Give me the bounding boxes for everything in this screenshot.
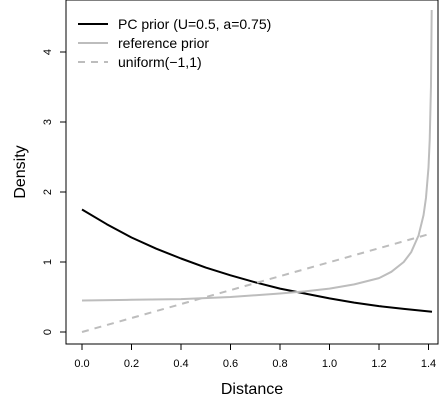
x-tick-label: 0.6: [223, 358, 238, 370]
x-tick-label: 1.4: [421, 358, 436, 370]
y-axis: 0 1 2 3 4: [42, 49, 66, 335]
y-tick-label: 2: [42, 189, 54, 195]
legend: PC prior (U=0.5, a=0.75) reference prior u…: [78, 16, 271, 70]
y-tick-label: 3: [42, 119, 54, 125]
pc-prior-line: [81, 208, 433, 313]
x-tick-label: 1.0: [322, 358, 337, 370]
legend-entry-uniform: uniform(−1,1): [118, 54, 202, 70]
series-layer: [81, 9, 433, 333]
legend-entry-pc-prior: PC prior (U=0.5, a=0.75): [118, 16, 271, 32]
uniform-line: [81, 232, 433, 333]
reference-prior-line: [81, 9, 433, 302]
legend-entry-reference-prior: reference prior: [118, 35, 209, 51]
x-axis: 0.0 0.2 0.4 0.6 0.8 1.0 1.2 1.4: [74, 344, 436, 370]
y-tick-label: 1: [42, 259, 54, 265]
y-tick-label: 0: [42, 329, 54, 335]
x-tick-label: 0.8: [272, 358, 287, 370]
x-axis-title: Distance: [221, 381, 283, 398]
x-tick-label: 0.0: [74, 358, 89, 370]
plot-frame: [65, 0, 439, 345]
x-tick-label: 0.2: [124, 358, 139, 370]
y-tick-label: 4: [42, 49, 54, 55]
x-tick-label: 0.4: [173, 358, 188, 370]
x-tick-label: 1.2: [371, 358, 386, 370]
y-axis-title: Density: [12, 145, 29, 198]
